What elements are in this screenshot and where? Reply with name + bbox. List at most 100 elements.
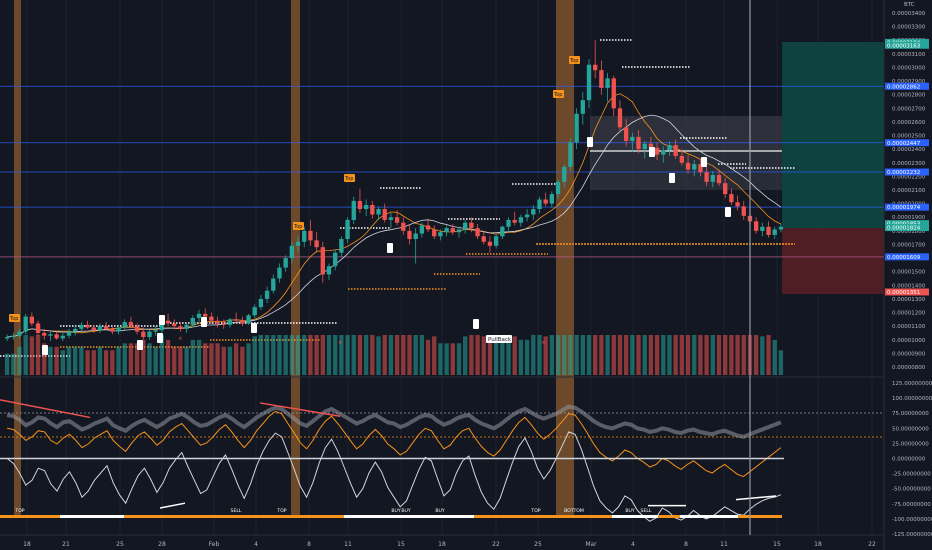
price-tick-label: 0.00001200 (892, 311, 926, 317)
candle-body (66, 331, 72, 336)
volume-bar (704, 335, 709, 375)
top-tag-bg (569, 56, 580, 64)
volume-bar (611, 335, 616, 375)
volume-bar (302, 335, 307, 375)
volume-bar (698, 335, 703, 375)
volume-bar (630, 335, 635, 375)
price-tick-label: 0.00002100 (892, 188, 926, 194)
date-tick-label: 18 (23, 541, 31, 548)
volume-bar (735, 335, 740, 375)
candle-body (667, 145, 672, 151)
price-tick-label: 0.00002300 (892, 161, 926, 167)
candle-body (487, 241, 493, 246)
price-badge-bg (885, 41, 929, 49)
candle-body (4, 337, 10, 339)
top-tag-bg (344, 174, 355, 182)
date-tick-label: 25 (116, 541, 124, 548)
osc-tick-label: -25.00000000 (892, 472, 931, 478)
arrow-markers (42, 137, 731, 355)
candle-body (79, 324, 84, 329)
candle-body (500, 226, 505, 237)
volume-bar (190, 339, 195, 375)
candle-body (246, 315, 251, 324)
signal-label: TOP (530, 508, 540, 514)
arrow-marker (649, 147, 655, 157)
pullback-text: PullBack (488, 337, 512, 343)
candle-body (642, 143, 647, 150)
price-badge: 0.00003163 (885, 41, 929, 49)
price-badge: 0.00002447 (885, 139, 929, 147)
candle-body (673, 145, 678, 156)
price-axis-ticks: 0.000034000.000033000.000032000.00003100… (892, 11, 926, 371)
candle-body (562, 166, 567, 182)
volume-bar (66, 346, 72, 375)
volume-bar (469, 335, 474, 375)
signal-label: TOP (276, 508, 286, 514)
candle-body (617, 108, 623, 128)
candle-body (165, 320, 171, 324)
candle-body (103, 326, 109, 329)
osc-tick-label: 125.00000000 (892, 381, 932, 387)
candle-body (493, 236, 499, 246)
candle-body (661, 150, 666, 155)
date-tick-label: 4 (631, 541, 635, 548)
x-mark: × (338, 340, 343, 346)
price-tick-label: 0.00003000 (892, 65, 926, 71)
candle-body (320, 247, 325, 275)
price-tick-label: 0.00000900 (892, 351, 926, 357)
volume-bar (648, 335, 654, 375)
volume-bar (35, 335, 41, 375)
price-tick-label: 0.00001900 (892, 215, 926, 221)
volume-bar (326, 335, 332, 375)
candle-body (122, 322, 127, 328)
candle-body (233, 319, 239, 321)
price-badge-bg (885, 168, 929, 176)
price-badge-text: 0.00001609 (887, 255, 921, 261)
volume-bar (196, 339, 202, 375)
top-tag-bg (9, 314, 20, 322)
candle-body (258, 298, 264, 308)
volume-bar (475, 335, 480, 375)
volume-bar (760, 336, 765, 375)
price-badge-text: 0.00001974 (887, 205, 921, 211)
volume-bar (363, 335, 369, 375)
volume-bar (29, 336, 35, 375)
arrow-marker (137, 340, 143, 350)
price-tick-label: 0.00003400 (892, 11, 926, 17)
candle-body (419, 225, 425, 234)
date-tick-label: 8 (307, 541, 311, 548)
candle-body (432, 229, 437, 237)
range-box (590, 152, 782, 190)
candle-body (648, 143, 654, 148)
date-tick-label: 15 (397, 541, 405, 548)
date-tick-label: 15 (773, 541, 781, 548)
volume-bar (401, 335, 406, 375)
volume-bar (345, 335, 350, 375)
volume-bar (729, 335, 734, 375)
volume-bar (184, 346, 189, 375)
candle-body (716, 175, 722, 184)
candle-body (753, 221, 759, 231)
candle-body (289, 245, 295, 259)
price-badge: 0.00001351 (885, 288, 929, 296)
volume-bar (723, 335, 728, 375)
volume-bar (339, 335, 344, 375)
highlight-column (556, 0, 574, 518)
volume-bar (103, 350, 109, 375)
top-tag-bg (293, 222, 304, 230)
date-tick-label: 18 (814, 541, 822, 548)
top-tag: Top (9, 314, 20, 322)
volume-bar (407, 335, 412, 375)
candle-body (729, 194, 734, 203)
candle-body (401, 222, 406, 231)
top-tag-text: Top (569, 58, 578, 64)
arrow-marker (251, 323, 257, 333)
x-mark: × (178, 336, 183, 342)
price-tick-label: 0.00003100 (892, 52, 926, 58)
osc-trendline (159, 502, 186, 509)
candle-body (580, 100, 585, 114)
candle-body (438, 232, 443, 237)
candle-body (308, 230, 313, 241)
arrow-marker (587, 137, 593, 147)
